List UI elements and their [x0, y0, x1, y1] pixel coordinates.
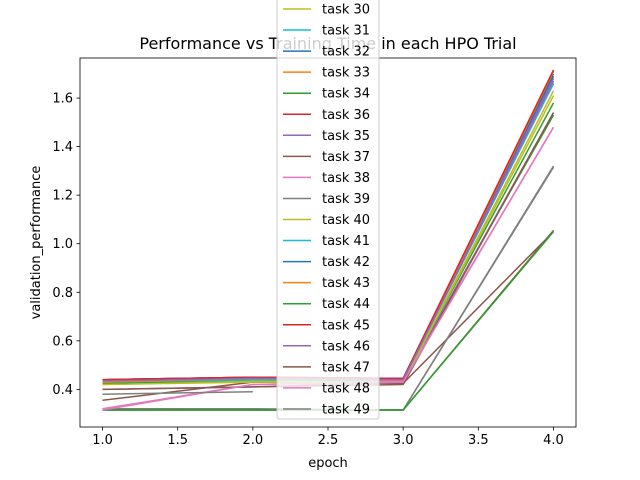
legend-label: task 42 — [322, 255, 370, 270]
legend-label: task 32 — [322, 45, 370, 60]
legend-label: task 35 — [322, 129, 370, 144]
x-tick-label: 1.0 — [92, 433, 113, 448]
y-tick-label: 1.4 — [52, 140, 73, 155]
y-tick-label: 0.6 — [52, 334, 73, 349]
legend: task 30 task 31 task 32 task 33 task 34 task … — [276, 0, 380, 420]
legend-label: task 46 — [322, 339, 370, 354]
legend-label: task 45 — [322, 318, 370, 333]
y-tick-label: 0.8 — [52, 286, 73, 301]
y-ticks: 0.4 0.6 0.8 1.0 1.2 1.4 1.6 — [52, 92, 80, 398]
legend-label: task 31 — [322, 24, 370, 39]
legend-label: task 37 — [322, 150, 370, 165]
x-tick-label: 1.5 — [167, 433, 188, 448]
legend-label: task 36 — [322, 108, 370, 123]
legend-label: task 40 — [322, 213, 370, 228]
legend-label: task 30 — [322, 3, 370, 18]
x-tick-label: 4.0 — [543, 433, 564, 448]
legend-label: task 41 — [322, 234, 370, 249]
series-line-task-49 — [102, 391, 253, 395]
legend-label: task 33 — [322, 66, 370, 81]
legend-label: task 48 — [322, 381, 370, 396]
legend-label: task 34 — [322, 87, 370, 102]
y-tick-label: 1.6 — [52, 92, 73, 107]
legend-label: task 39 — [322, 192, 370, 207]
x-tick-label: 2.0 — [243, 433, 264, 448]
x-axis-label: epoch — [308, 456, 348, 471]
legend-label: task 38 — [322, 171, 370, 186]
x-tick-label: 3.5 — [468, 433, 489, 448]
legend-label: task 49 — [322, 402, 370, 417]
x-tick-label: 2.5 — [318, 433, 339, 448]
legend-label: task 44 — [322, 297, 370, 312]
legend-label: task 43 — [322, 276, 370, 291]
x-tick-label: 3.0 — [393, 433, 414, 448]
y-tick-label: 0.4 — [52, 383, 73, 398]
x-ticks: 1.0 1.5 2.0 2.5 3.0 3.5 4.0 — [92, 427, 564, 448]
y-tick-label: 1.2 — [52, 189, 73, 204]
y-tick-label: 1.0 — [52, 237, 73, 252]
y-axis-label: validation_performance — [29, 166, 44, 320]
legend-box — [276, 0, 380, 420]
legend-label: task 47 — [322, 360, 370, 375]
